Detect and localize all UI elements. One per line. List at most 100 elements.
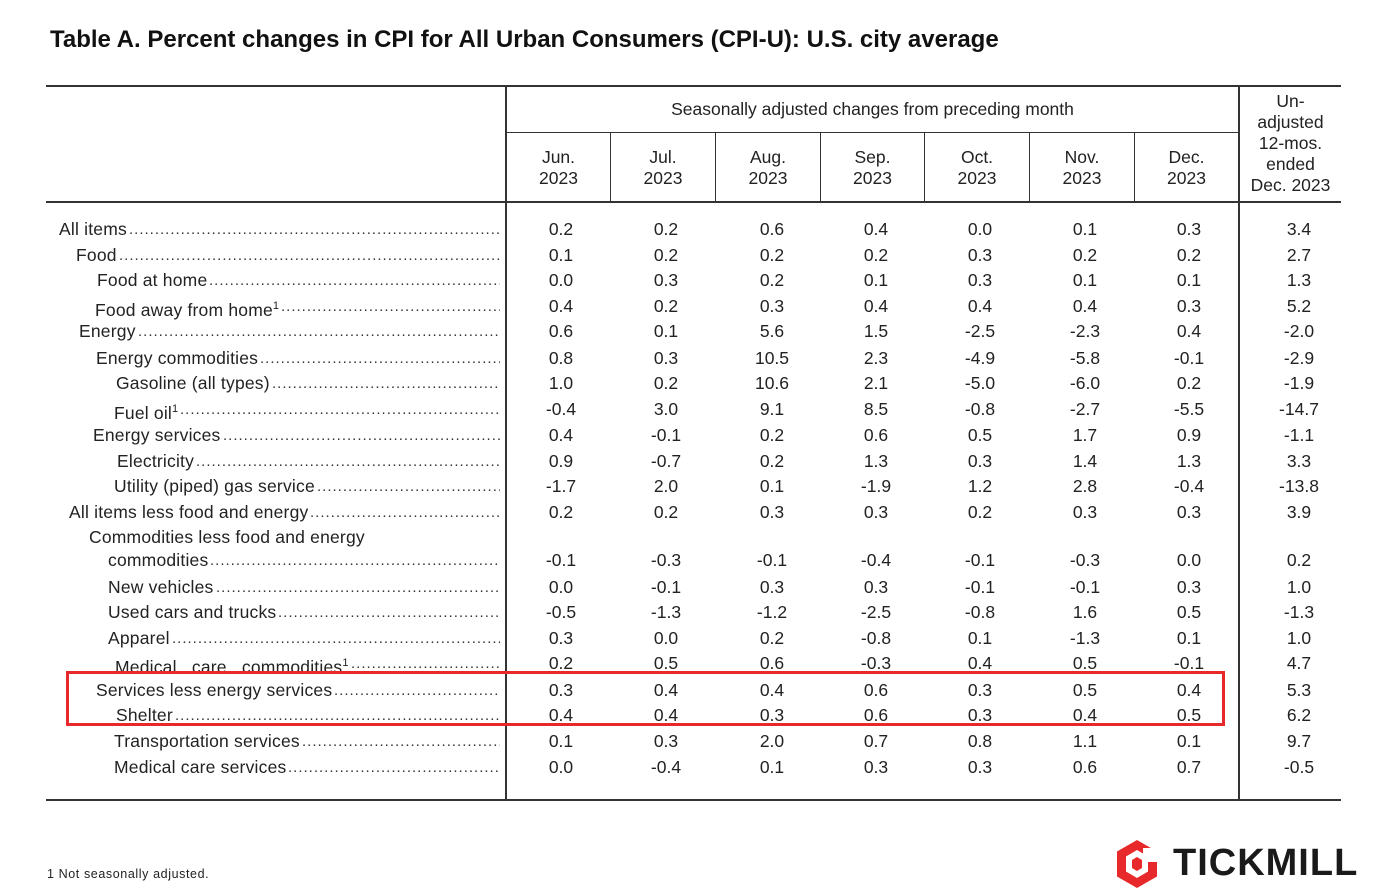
column-month: Oct. bbox=[960, 147, 994, 167]
value-cell: 5.3 bbox=[1286, 680, 1312, 700]
column-month: Jun. bbox=[541, 147, 576, 167]
value-cell: -1.3 bbox=[650, 602, 682, 622]
value-cell: 1.3 bbox=[1176, 451, 1202, 471]
value-cell: -0.1 bbox=[1173, 348, 1205, 368]
value-cell: -6.0 bbox=[1069, 373, 1101, 393]
row-label: Energy commodities bbox=[96, 348, 258, 369]
value-cell: 0.0 bbox=[653, 628, 679, 648]
column-header-line: ended bbox=[1266, 154, 1315, 174]
value-cell: -2.5 bbox=[860, 602, 892, 622]
row-label: New vehicles bbox=[108, 577, 214, 598]
value-cell: 0.3 bbox=[1176, 219, 1202, 239]
column-year: 2023 bbox=[1167, 168, 1206, 188]
leader-dots: ........................................… bbox=[129, 221, 500, 238]
value-cell: 0.3 bbox=[759, 705, 785, 725]
value-cell: 0.4 bbox=[1176, 321, 1202, 341]
value-cell: -1.1 bbox=[1283, 425, 1315, 445]
value-cell: 1.0 bbox=[1286, 577, 1312, 597]
value-cell: -0.7 bbox=[650, 451, 682, 471]
value-cell: 0.1 bbox=[863, 270, 889, 290]
value-cell: 0.4 bbox=[1072, 296, 1098, 316]
value-cell: 10.6 bbox=[754, 373, 790, 393]
row-label: All items bbox=[59, 219, 127, 240]
value-cell: 0.3 bbox=[967, 270, 993, 290]
value-cell: 0.5 bbox=[1176, 705, 1202, 725]
column-month: Aug. bbox=[750, 147, 786, 167]
value-cell: 0.2 bbox=[1072, 245, 1098, 265]
value-cell: 0.2 bbox=[548, 653, 574, 673]
value-cell: -2.9 bbox=[1283, 348, 1315, 368]
value-cell: 0.7 bbox=[1176, 757, 1202, 777]
month-divider bbox=[1134, 133, 1135, 202]
value-cell: 1.4 bbox=[1072, 451, 1098, 471]
value-cell: 0.4 bbox=[548, 425, 574, 445]
value-cell: -2.7 bbox=[1069, 399, 1101, 419]
leader-dots: ........................................… bbox=[223, 427, 500, 444]
row-label-text: Food away from home bbox=[95, 299, 273, 320]
row-label: Medical care services bbox=[114, 757, 286, 778]
row-label: Energy services bbox=[93, 425, 221, 446]
value-cell: -0.8 bbox=[964, 399, 996, 419]
leader-dots: ........................................… bbox=[138, 323, 500, 340]
value-cell: 0.4 bbox=[1072, 705, 1098, 725]
column-year: 2023 bbox=[748, 168, 788, 188]
value-cell: -13.8 bbox=[1279, 476, 1319, 496]
value-cell: 0.6 bbox=[759, 653, 785, 673]
value-cell: 0.3 bbox=[967, 680, 993, 700]
value-cell: 0.2 bbox=[759, 425, 785, 445]
leader-dots: ........................................… bbox=[281, 298, 500, 315]
value-cell: 0.5 bbox=[1176, 602, 1202, 622]
value-cell: 0.1 bbox=[1176, 270, 1202, 290]
column-month: Dec. bbox=[1168, 147, 1205, 167]
column-header-dec: Dec. 2023 bbox=[1135, 147, 1238, 189]
column-month: Sep. bbox=[854, 147, 891, 167]
value-cell: 0.1 bbox=[759, 757, 785, 777]
value-cell: 0.3 bbox=[653, 270, 679, 290]
value-cell: 1.0 bbox=[548, 373, 574, 393]
leader-dots: ........................................… bbox=[180, 401, 500, 418]
row-label-text: Used cars and trucks bbox=[108, 602, 277, 622]
month-divider bbox=[610, 133, 611, 202]
value-cell: 0.2 bbox=[1286, 550, 1312, 570]
row-label-text: Medical care services bbox=[114, 757, 287, 777]
value-cell: -1.3 bbox=[1283, 602, 1315, 622]
column-header-line: adjusted bbox=[1257, 112, 1324, 132]
value-cell: 0.2 bbox=[653, 245, 679, 265]
column-header-unadjusted: Un- adjusted 12-mos. ended Dec. 2023 bbox=[1240, 91, 1341, 196]
leader-dots: ........................................… bbox=[172, 630, 500, 647]
value-cell: 0.1 bbox=[548, 731, 574, 751]
value-cell: 0.9 bbox=[1176, 425, 1202, 445]
value-cell: -0.4 bbox=[1173, 476, 1205, 496]
value-cell: -0.1 bbox=[1173, 653, 1205, 673]
value-cell: 0.6 bbox=[863, 425, 889, 445]
column-year: 2023 bbox=[539, 168, 578, 188]
leader-dots: ........................................… bbox=[351, 655, 500, 672]
value-cell: -2.0 bbox=[1283, 321, 1315, 341]
row-label-text: Energy services bbox=[93, 425, 221, 445]
value-cell: 0.3 bbox=[967, 705, 993, 725]
value-cell: 0.1 bbox=[653, 321, 679, 341]
leader-dots: ........................................… bbox=[272, 375, 500, 392]
value-cell: 0.3 bbox=[863, 502, 889, 522]
month-divider bbox=[924, 133, 925, 202]
value-cell: 1.3 bbox=[1286, 270, 1312, 290]
row-label-text: All items less food and energy bbox=[69, 502, 309, 522]
group-header-rule bbox=[506, 132, 1239, 133]
value-cell: 1.3 bbox=[863, 451, 889, 471]
leader-dots: ........................................… bbox=[175, 707, 500, 724]
value-cell: 0.2 bbox=[759, 270, 785, 290]
value-cell: 0.3 bbox=[759, 577, 785, 597]
value-cell: 0.1 bbox=[548, 245, 574, 265]
value-cell: 1.1 bbox=[1072, 731, 1098, 751]
value-cell: 0.3 bbox=[1176, 577, 1202, 597]
value-cell: 0.1 bbox=[1072, 270, 1098, 290]
row-label-text: Shelter bbox=[116, 705, 173, 725]
row-label: Energy bbox=[79, 321, 136, 342]
value-cell: 0.2 bbox=[759, 451, 785, 471]
value-cell: 0.0 bbox=[1176, 550, 1202, 570]
row-label: Used cars and trucks bbox=[108, 602, 276, 623]
value-cell: 2.7 bbox=[1286, 245, 1312, 265]
value-cell: 0.4 bbox=[759, 680, 785, 700]
value-cell: 0.2 bbox=[863, 245, 889, 265]
value-cell: 0.2 bbox=[1176, 373, 1202, 393]
